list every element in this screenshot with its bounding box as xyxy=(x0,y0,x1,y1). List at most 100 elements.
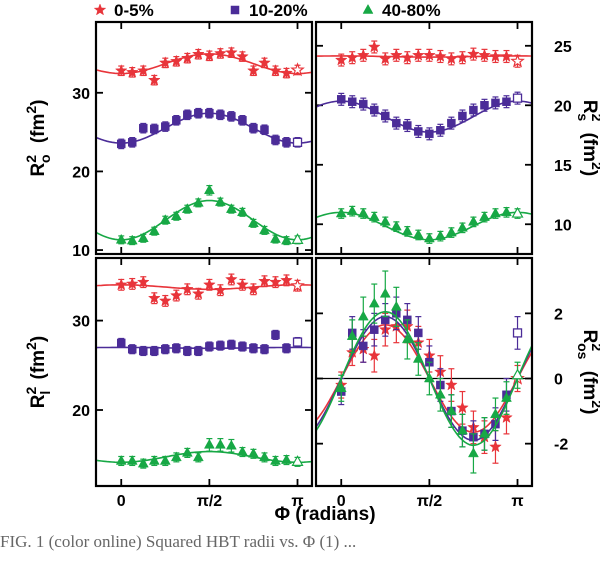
marker-square xyxy=(512,93,523,103)
series-0 xyxy=(97,272,311,307)
data-point xyxy=(205,107,214,119)
marker-square xyxy=(172,344,181,353)
data-point xyxy=(434,49,447,64)
data-point xyxy=(172,343,181,354)
data-point xyxy=(281,454,292,466)
y-tick-label: 10 xyxy=(72,243,90,260)
legend: 0-5% 10-20% 40-80% xyxy=(93,1,441,20)
data-point xyxy=(203,184,215,196)
marker-square xyxy=(425,129,434,139)
marker-triangle xyxy=(225,203,237,213)
y-axis-title: R2s (fm2) xyxy=(575,100,600,176)
data-point xyxy=(423,48,436,62)
marker-triangle xyxy=(501,206,512,217)
data-point xyxy=(127,137,137,148)
marker-square xyxy=(381,111,390,121)
series-1 xyxy=(317,91,531,141)
data-point xyxy=(412,228,424,241)
data-point xyxy=(434,230,446,242)
data-point xyxy=(469,103,478,117)
marker-triangle xyxy=(170,210,182,221)
data-point xyxy=(480,98,489,112)
marker-square xyxy=(150,124,159,134)
data-point xyxy=(411,48,425,62)
marker-star xyxy=(489,440,502,453)
data-point xyxy=(500,49,513,64)
marker-square xyxy=(238,342,247,351)
data-point xyxy=(290,278,305,292)
marker-square xyxy=(271,330,280,340)
marker-triangle xyxy=(248,447,259,458)
marker-star xyxy=(456,50,469,64)
marker-star xyxy=(147,291,161,304)
data-point xyxy=(269,275,282,289)
data-point xyxy=(136,64,150,77)
data-point xyxy=(126,234,138,246)
panel-ro: 10 20 30 R2o (fm2) xyxy=(23,20,314,260)
data-point xyxy=(479,417,490,451)
marker-triangle xyxy=(291,233,304,244)
marker-square xyxy=(139,346,148,356)
marker-star xyxy=(489,49,502,62)
marker-star xyxy=(378,52,392,65)
marker-triangle xyxy=(501,392,512,402)
data-point xyxy=(137,457,149,469)
marker-square xyxy=(227,112,236,121)
data-point xyxy=(115,454,127,467)
marker-triangle xyxy=(159,214,171,224)
data-point xyxy=(336,92,346,106)
x-tick-label: 0 xyxy=(337,493,346,510)
data-point xyxy=(249,122,258,134)
legend-label: 0-5% xyxy=(114,1,154,20)
data-point xyxy=(139,122,148,134)
y-tick-label: 10 xyxy=(554,217,572,234)
data-point xyxy=(260,124,269,136)
data-point xyxy=(357,207,369,219)
marker-triangle xyxy=(281,454,292,464)
data-point xyxy=(148,454,160,467)
marker-square xyxy=(414,127,423,136)
data-point xyxy=(389,48,403,62)
data-point xyxy=(414,124,423,139)
marker-square xyxy=(436,126,445,135)
marker-triangle xyxy=(335,382,347,393)
marker-triangle xyxy=(368,297,380,308)
data-point xyxy=(214,283,227,297)
data-point xyxy=(125,277,139,290)
x-tick-label: π/2 xyxy=(197,493,223,510)
marker-triangle xyxy=(335,207,347,218)
marker-square xyxy=(292,337,303,347)
data-point xyxy=(400,50,414,65)
marker-square xyxy=(127,344,137,354)
data-point xyxy=(225,203,237,214)
data-point xyxy=(126,454,138,467)
data-point xyxy=(345,50,359,65)
y-tick-label: 30 xyxy=(72,86,90,103)
marker-square xyxy=(502,97,511,106)
marker-triangle xyxy=(181,203,193,213)
marker-triangle xyxy=(203,184,215,195)
data-point xyxy=(225,438,237,453)
data-point xyxy=(511,206,524,219)
marker-square xyxy=(183,346,192,356)
data-point xyxy=(259,224,270,235)
data-point xyxy=(216,340,225,351)
marker-square xyxy=(194,108,203,118)
data-point xyxy=(425,127,434,141)
data-point xyxy=(335,207,347,219)
data-point xyxy=(356,48,370,62)
marker-square xyxy=(347,97,357,106)
marker-triangle xyxy=(434,388,446,399)
x-tick-label: π xyxy=(291,493,303,510)
data-point xyxy=(203,438,215,452)
data-point xyxy=(436,123,445,137)
data-point xyxy=(512,91,523,105)
data-point xyxy=(489,49,502,64)
series-2 xyxy=(317,205,531,244)
marker-triangle xyxy=(479,211,490,221)
marker-square xyxy=(491,98,500,108)
marker-square xyxy=(512,328,523,338)
y-tick-label: 15 xyxy=(554,158,572,175)
marker-star xyxy=(478,48,491,61)
